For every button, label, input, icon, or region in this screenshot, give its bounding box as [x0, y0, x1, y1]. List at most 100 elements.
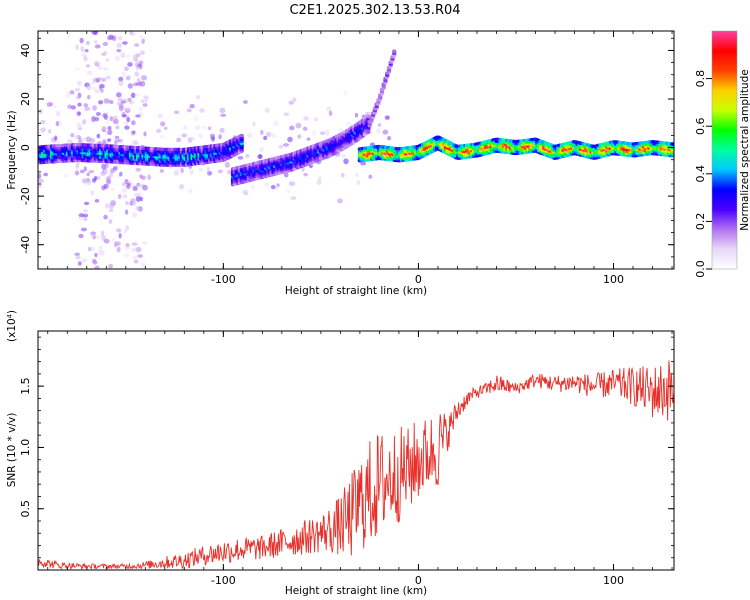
- spectrogram-noise-cell: [90, 190, 95, 196]
- spectrogram-noise-cell: [122, 41, 128, 45]
- spectrogram-noise-cell: [107, 99, 112, 104]
- spectrogram-noise-cell: [288, 125, 295, 131]
- spectrogram-noise-cell: [85, 64, 91, 68]
- spectrogram-noise-cell: [189, 169, 194, 175]
- snr-y-multiplier: (x10⁴): [6, 310, 18, 342]
- spectrogram-y-tick-label: 40: [19, 43, 32, 57]
- spectrogram-noise-cell: [92, 258, 97, 263]
- spectrogram-noise-cell: [134, 259, 139, 264]
- spectrogram-noise-cell: [120, 52, 126, 59]
- spectrogram-noise-cell: [135, 114, 141, 118]
- spectrogram-noise-cell: [132, 255, 138, 260]
- spectrogram-noise-cell: [130, 92, 136, 99]
- spectrogram-noise-cell: [356, 180, 361, 186]
- spectrogram-noise-cell: [340, 173, 345, 178]
- spectrogram-noise-cell: [118, 138, 124, 145]
- spectrogram-noise-cell: [126, 184, 131, 190]
- spectrogram-noise-cell: [264, 182, 270, 187]
- spectrogram-noise-cell: [107, 125, 112, 131]
- spectrogram-noise-cell: [90, 232, 97, 238]
- spectrogram-noise-cell: [257, 154, 263, 159]
- spectrogram-noise-cell: [188, 188, 193, 194]
- spectrogram-noise-cell: [116, 42, 123, 49]
- spectrogram-noise-cell: [96, 133, 101, 139]
- spectrogram-noise-cell: [273, 120, 279, 127]
- spectrogram-noise-cell: [134, 43, 140, 47]
- spectrogram-noise-cell: [290, 196, 297, 201]
- spectrogram-noise-cell: [139, 196, 143, 202]
- spectrogram-noise-cell: [264, 107, 270, 113]
- spectrogram-noise-cell: [341, 153, 346, 158]
- spectrogram-noise-cell: [70, 105, 76, 110]
- spectrogram-noise-cell: [112, 166, 118, 171]
- spectrogram-noise-cell: [337, 198, 343, 204]
- spectrogram-noise-cell: [79, 169, 85, 174]
- spectrogram-noise-cell: [155, 128, 162, 133]
- spectrogram-noise-cell: [118, 76, 124, 82]
- spectrogram-noise-cell: [138, 106, 144, 112]
- spectrogram-noise-cell: [83, 103, 88, 108]
- spectrogram-noise-cell: [242, 189, 249, 195]
- spectrogram-noise-cell: [382, 129, 389, 135]
- spectrogram-noise-cell: [85, 136, 92, 143]
- spectrogram-noise-cell: [176, 137, 182, 143]
- spectrogram-noise-cell: [157, 113, 163, 118]
- snr-series-line: [38, 360, 674, 570]
- spectrogram-noise-cell: [284, 144, 289, 148]
- spectrogram-noise-cell: [103, 214, 108, 220]
- spectrogram-noise-cell: [95, 63, 100, 67]
- spectrogram-noise-cell: [125, 75, 131, 81]
- spectrogram-noise-cell: [75, 44, 79, 51]
- spectrogram-noise-cell: [83, 217, 88, 222]
- spectrogram-noise-cell: [80, 137, 86, 142]
- spectrogram-noise-cell: [121, 71, 127, 77]
- spectrogram-noise-cell: [90, 80, 96, 84]
- spectrogram-noise-cell: [75, 95, 81, 100]
- spectrogram-xlabel: Height of straight line (km): [285, 285, 427, 297]
- spectrogram-noise-cell: [141, 38, 145, 44]
- spectrogram-noise-cell: [290, 181, 296, 187]
- spectrogram-noise-cell: [92, 31, 99, 36]
- spectrogram-noise-cell: [108, 208, 114, 213]
- chart-title: C2E1.2025.302.13.53.R04: [289, 3, 460, 18]
- spectrogram-noise-cell: [302, 126, 308, 132]
- spectrogram-noise-cell: [132, 54, 139, 60]
- spectrogram-noise-cell: [75, 255, 81, 260]
- spectrogram-noise-cell: [118, 171, 123, 177]
- spectrogram-noise-cell: [198, 133, 203, 139]
- spectrogram-noise-cell: [117, 193, 122, 200]
- spectrogram-noise-cell: [252, 122, 256, 127]
- spectrogram-noise-cell: [226, 169, 232, 175]
- spectrogram-noise-cell: [114, 135, 120, 140]
- spectrogram-noise-cell: [144, 97, 148, 103]
- spectrogram-noise-cell: [195, 94, 201, 100]
- spectrogram-noise-cell: [263, 135, 268, 141]
- spectrogram-y-ticks: -40 -20 0 20 40: [19, 37, 674, 270]
- spectrogram-noise-cell: [105, 75, 111, 80]
- spectrogram-noise-cell: [193, 115, 199, 122]
- spectrogram-noise-cell: [109, 167, 115, 174]
- spectrogram-noise-cell: [224, 161, 230, 168]
- spectrogram-noise-cell: [92, 105, 97, 111]
- spectrogram-noise-cell: [103, 50, 108, 56]
- spectrogram-noise-cell: [179, 183, 185, 190]
- spectrogram-noise-cell: [218, 134, 222, 140]
- spectrogram-noise-cell: [132, 130, 136, 135]
- spectrogram-noise-cell: [103, 67, 109, 71]
- spectrogram-noise-cell: [141, 75, 147, 81]
- spectrogram-noise-cell: [131, 242, 138, 246]
- spectrogram-noise-cell: [78, 233, 84, 239]
- snr-x-tick-label: -100: [211, 574, 236, 587]
- spectrogram-noise-cell: [121, 187, 128, 193]
- spectrogram-noise-cell: [295, 122, 302, 129]
- spectrogram-noise-cell: [159, 168, 164, 173]
- spectrogram-noise-cell: [271, 133, 276, 138]
- spectrogram-noise-cell: [183, 125, 188, 130]
- spectrogram-noise-cell: [303, 172, 308, 177]
- spectrogram-noise-cell: [102, 139, 106, 146]
- spectrogram-noise-cell: [82, 209, 89, 213]
- spectrogram-noise-cell: [346, 121, 352, 127]
- spectrogram-trace-cell: [670, 142, 674, 146]
- spectrogram-noise-cell: [93, 175, 98, 181]
- spectrogram-noise-cell: [131, 247, 137, 252]
